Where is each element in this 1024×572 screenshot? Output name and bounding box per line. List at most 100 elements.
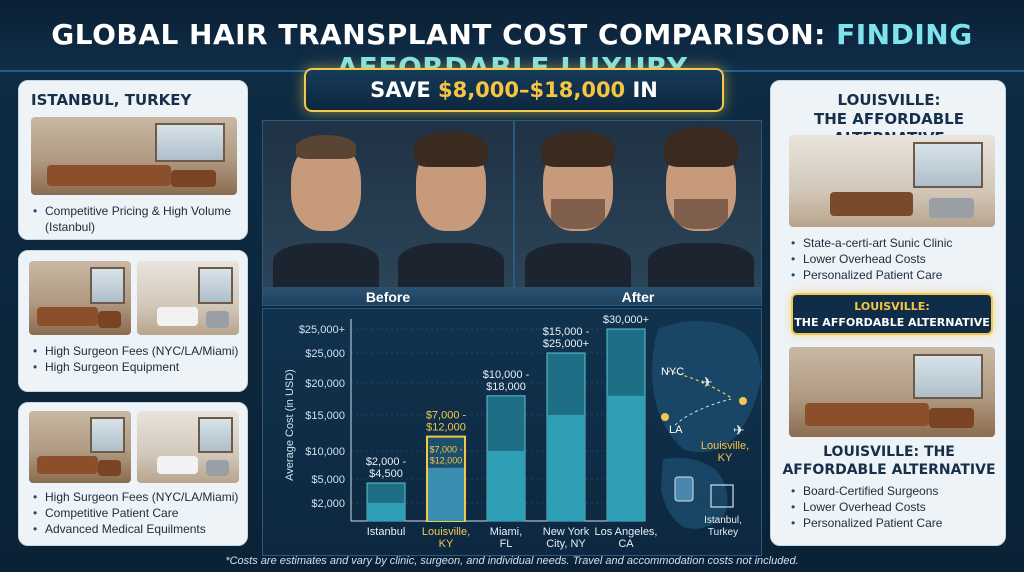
louisville-bottom-bullets: Board-Certified Surgeons Lower Overhead … — [791, 483, 1003, 531]
bar-base — [488, 451, 524, 521]
bar-base — [548, 415, 584, 521]
x-tick-label: Istanbul — [367, 526, 406, 538]
x-tick-label: KY — [439, 538, 454, 550]
cost-bar-chart: $2,000 $5,000 $10,000 $15,000 $20,000 $25,000… — [284, 314, 761, 550]
louisville-clinic-photo — [789, 135, 995, 227]
airplane-icon: ✈ — [701, 374, 713, 390]
istanbul-clinic-photo — [31, 117, 237, 195]
clinic-room-photo — [137, 411, 239, 483]
bar-range-label: $18,000 — [486, 381, 526, 393]
y-tick-label: $25,000 — [305, 348, 345, 360]
louisville-top-bullets: State-a-certi-art Sunic Clinic Lower Ove… — [791, 235, 1003, 283]
list-item: Competitive Pricing & High Volume (Istan… — [33, 203, 243, 235]
title-line: LOUISVILLE: THE — [823, 444, 955, 460]
bar-range-label: $15,000 - — [543, 326, 590, 338]
bar-range-label: $12,000 — [426, 422, 466, 434]
us-city-bullets: High Surgeon Fees (NYC/LA/Miami) High Su… — [33, 343, 245, 375]
cost-chart-panel: $2,000 $5,000 $10,000 $15,000 $20,000 $25,000… — [262, 308, 762, 556]
title-line: AFFORDABLE ALTERNATIVE — [782, 462, 996, 478]
banner-line: LOUISVILLE: — [854, 300, 930, 313]
savings-amount: $8,000–$18,000 — [437, 78, 626, 102]
title-line: LOUISVILLE: — [837, 91, 941, 109]
after-face-photo — [638, 121, 761, 287]
bar-base — [608, 395, 644, 521]
map-label-istanbul: Turkey — [708, 527, 738, 538]
bar-inner-label: $7,000 - — [429, 445, 462, 455]
list-item: Personalized Patient Care — [791, 515, 1003, 531]
building-icon — [710, 484, 734, 508]
y-tick-label: $15,000 — [305, 410, 345, 422]
bar-range-label: $2,000 - — [366, 456, 407, 468]
bar-range-label: $4,500 — [369, 468, 403, 480]
list-item: Competitive Patient Care — [33, 505, 245, 521]
x-tick-label: CA — [618, 538, 634, 550]
before-face-photo — [263, 121, 388, 287]
before-label: Before — [365, 289, 411, 305]
list-item: High Surgeon Equipment — [33, 359, 245, 375]
savings-prefix: SAVE — [370, 78, 431, 102]
map-label-louisville: KY — [718, 452, 733, 464]
bar-inner-label: $12,000 — [430, 456, 463, 466]
x-tick-label: Miami, — [490, 526, 522, 538]
list-item: Personalized Patient Care — [791, 267, 1003, 283]
y-tick-label: $2,000 — [311, 498, 345, 510]
y-tick-label: $25,000+ — [299, 324, 345, 336]
y-tick-label: $10,000 — [305, 446, 345, 458]
footnote: *Costs are estimates and vary by clinic,… — [225, 555, 799, 567]
map-pin-icon — [739, 397, 747, 405]
y-axis-label: Average Cost (in USD) — [284, 369, 296, 481]
title-main: GLOBAL HAIR TRANSPLANT COST COMPARISON: — [51, 18, 826, 51]
before-after-labels: Before After — [263, 287, 761, 305]
lounge-photo — [29, 411, 131, 483]
lounge-photo — [29, 261, 131, 335]
list-item: High Surgeon Fees (NYC/LA/Miami) — [33, 489, 245, 505]
x-tick-label: FL — [500, 538, 513, 550]
after-face-photo — [513, 121, 638, 287]
before-face-photo — [388, 121, 513, 287]
istanbul-bullets: Competitive Pricing & High Volume (Istan… — [33, 203, 243, 235]
map-label-louisville: Louisville, — [701, 440, 749, 452]
louisville-highlight-banner: LOUISVILLE: THE AFFORDABLE ALTERNATIVE — [791, 293, 993, 335]
map-label-la: LA — [669, 424, 683, 436]
map-pin-icon — [661, 413, 669, 421]
before-after-photos: Before After — [262, 120, 762, 306]
list-item: Board-Certified Surgeons — [791, 483, 1003, 499]
bar-range-label: $7,000 - — [426, 410, 467, 422]
x-tick-label: Louisville, — [422, 526, 470, 538]
louisville-lobby-photo — [789, 347, 995, 437]
list-item: Advanced Medical Equilments — [33, 521, 245, 537]
us-city-card: High Surgeon Fees (NYC/LA/Miami) High Su… — [18, 250, 248, 392]
map-label-nyc: NYC — [661, 366, 684, 378]
airplane-icon: ✈ — [733, 422, 745, 438]
bar-range-label: $25,000+ — [543, 338, 589, 350]
flight-path — [666, 370, 734, 400]
title-bar: GLOBAL HAIR TRANSPLANT COST COMPARISON: … — [0, 0, 1024, 84]
savings-banner: SAVE $8,000–$18,000 IN LOUISVILLE, KY! — [304, 68, 724, 142]
us-city-card-2: High Surgeon Fees (NYC/LA/Miami) Competi… — [18, 402, 248, 546]
bar-range-label: $10,000 - — [483, 369, 530, 381]
x-tick-label: Los Angeles, — [595, 526, 658, 538]
bar-base — [428, 467, 464, 521]
x-tick-label: City, NY — [546, 538, 586, 550]
x-tick-label: New York — [543, 526, 590, 538]
list-item: High Surgeon Fees (NYC/LA/Miami) — [33, 343, 245, 359]
after-label: After — [621, 289, 655, 305]
istanbul-card-title: ISTANBUL, TURKEY — [31, 91, 192, 109]
bar-range-label: $30,000+ — [603, 314, 649, 326]
y-tick-label: $5,000 — [311, 474, 345, 486]
map-background — [652, 320, 761, 529]
y-tick-label: $20,000 — [305, 378, 345, 390]
bar-base — [368, 503, 404, 521]
list-item: Lower Overhead Costs — [791, 251, 1003, 267]
page-title: GLOBAL HAIR TRANSPLANT COST COMPARISON: … — [0, 18, 1024, 84]
list-item: Lower Overhead Costs — [791, 499, 1003, 515]
map-label-istanbul: Istanbul, — [704, 515, 742, 526]
us-city-2-bullets: High Surgeon Fees (NYC/LA/Miami) Competi… — [33, 489, 245, 537]
luggage-icon — [674, 476, 694, 502]
flight-path — [674, 398, 732, 426]
banner-line: THE AFFORDABLE ALTERNATIVE — [794, 316, 990, 329]
list-item: State-a-certi-art Sunic Clinic — [791, 235, 1003, 251]
louisville-card: LOUISVILLE: THE AFFORDABLE ALTERNATIVE S… — [770, 80, 1006, 546]
clinic-room-photo — [137, 261, 239, 335]
istanbul-card: ISTANBUL, TURKEY Competitive Pricing & H… — [18, 80, 248, 240]
